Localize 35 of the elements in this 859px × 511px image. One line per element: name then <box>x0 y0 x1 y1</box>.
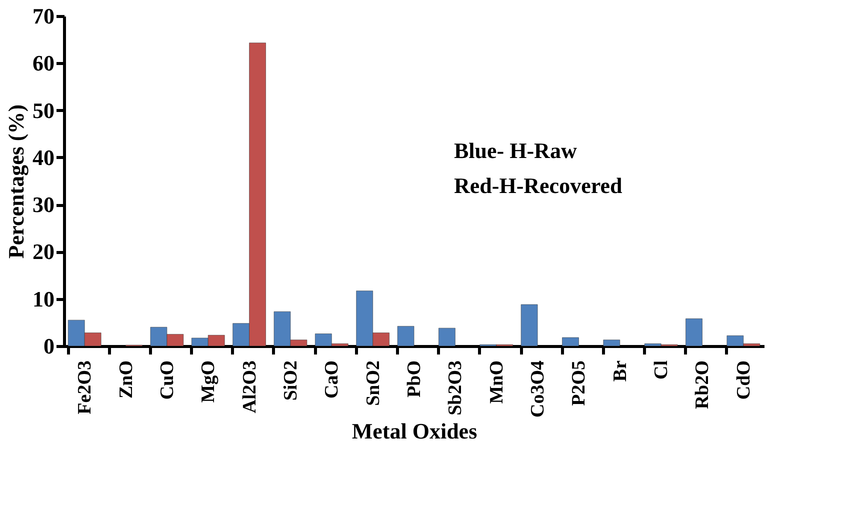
x-tick-label: Al2O3 <box>239 360 260 414</box>
x-tick-label: SnO2 <box>362 360 384 406</box>
y-tick-label: 0 <box>44 334 54 358</box>
x-tick-label: Co3O4 <box>528 360 549 418</box>
y-tick-label: 70 <box>32 4 54 28</box>
x-tick-label: P2O5 <box>568 360 590 406</box>
bar <box>520 304 538 346</box>
y-tick-label: 20 <box>32 239 54 264</box>
annotation: Blue- H-Raw <box>454 138 577 163</box>
y-axis-title: Percentages (%) <box>4 104 28 259</box>
x-tick-label: Sb2O3 <box>445 360 466 416</box>
y-tick-label: 50 <box>32 98 54 123</box>
x-axis-title: Metal Oxides <box>352 418 478 444</box>
x-tick-label: Fe2O3 <box>74 360 96 414</box>
x-tick-label: CuO <box>156 360 178 400</box>
y-tick-label: 60 <box>32 50 54 76</box>
bar <box>562 337 579 346</box>
annotation: Red-H-Recovered <box>454 173 622 198</box>
x-tick-label: MnO <box>486 360 508 404</box>
x-tick-label: MgO <box>198 360 220 403</box>
x-tick-label: CaO <box>322 360 343 398</box>
x-tick-label: ZnO <box>116 360 137 399</box>
x-tick-label: Rb2O <box>692 360 714 410</box>
y-tick-label: 10 <box>32 286 54 312</box>
x-tick-label: Cl <box>651 360 672 380</box>
x-tick-label: PbO <box>404 360 425 398</box>
y-tick-label: 40 <box>32 144 54 170</box>
x-tick-label: CdO <box>733 360 754 400</box>
bar <box>438 328 456 346</box>
x-tick-label: Br <box>610 360 631 382</box>
bar <box>397 326 414 346</box>
bar <box>603 340 620 346</box>
x-tick-label: SiO2 <box>280 360 302 401</box>
y-tick-label: 30 <box>32 192 54 218</box>
bar <box>686 318 702 346</box>
